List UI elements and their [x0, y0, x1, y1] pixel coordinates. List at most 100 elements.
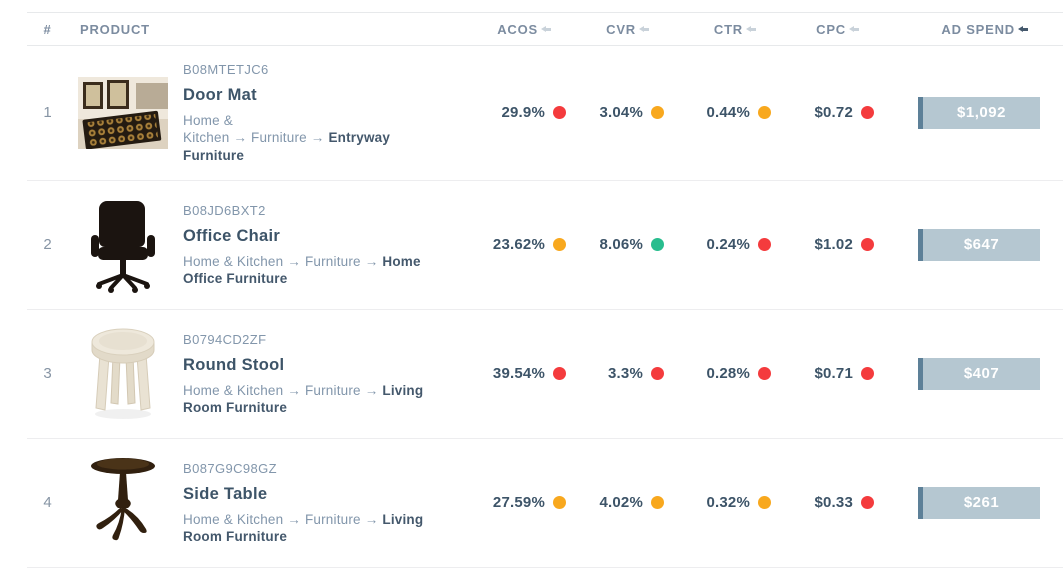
cvr-value: 3.3% — [608, 365, 643, 383]
ad-spend-bar: $407 — [918, 357, 1040, 390]
ad-spend-bar: $1,092 — [918, 96, 1040, 129]
sort-icon-cpc[interactable] — [849, 26, 859, 32]
col-header-cpc[interactable]: CPC — [773, 22, 876, 37]
cvr-value: 8.06% — [599, 236, 643, 254]
product-image[interactable] — [68, 326, 178, 422]
cpc-cell: $0.33 — [773, 494, 876, 511]
ad-spend-bar: $261 — [918, 486, 1040, 519]
product-breadcrumb: Home & Kitchen → Furniture → Living Room… — [183, 511, 425, 546]
ad-spend-bar: $647 — [918, 228, 1040, 261]
col-header-ctr[interactable]: CTR — [666, 22, 773, 37]
breadcrumb-path: Home & Kitchen → Furniture → — [183, 113, 325, 146]
product-image[interactable] — [68, 197, 178, 293]
ad-spend-value: $261 — [963, 494, 1000, 512]
cvr-value: 3.04% — [599, 104, 643, 122]
breadcrumb-last-category: Home Office Furniture — [183, 253, 421, 286]
product-asin: B087G9C98GZ — [183, 460, 278, 476]
ctr-cell: 0.44% — [666, 104, 773, 121]
cvr-value: 4.02% — [599, 494, 643, 512]
col-header-ad-spend[interactable]: AD SPEND — [876, 22, 1063, 37]
ctr-status-dot — [758, 238, 771, 252]
round-stool-photo — [91, 328, 155, 419]
product-breadcrumb: Home & Kitchen → Furniture → Entryway Fu… — [183, 112, 425, 164]
acos-value: 27.59% — [492, 494, 545, 512]
cpc-status-dot — [861, 238, 874, 252]
cpc-value: $0.33 — [814, 494, 853, 512]
cpc-status-dot — [861, 496, 874, 510]
ad-spend-value: $407 — [963, 365, 1000, 383]
product-name[interactable]: Round Stool — [183, 355, 285, 374]
row-number: 2 — [43, 236, 52, 254]
cpc-cell: $0.72 — [773, 104, 876, 121]
ad-spend-cell: $261 — [876, 486, 1063, 519]
side-table-photo — [91, 457, 155, 540]
product-name[interactable]: Side Table — [183, 484, 268, 503]
ctr-value: 0.28% — [706, 365, 750, 383]
cvr-cell: 3.04% — [568, 104, 666, 121]
acos-cell: 23.62% — [493, 236, 568, 253]
breadcrumb-path: Home & Kitchen → Furniture → — [183, 511, 383, 527]
cpc-cell: $1.02 — [773, 236, 876, 253]
row-number: 3 — [43, 365, 52, 383]
col-header-ctr-label: CTR — [713, 21, 743, 37]
acos-status-dot — [553, 367, 566, 381]
product-image[interactable] — [68, 76, 178, 149]
product-asin: B08MTETJC6 — [183, 62, 269, 77]
cvr-status-dot — [651, 496, 664, 510]
ctr-cell: 0.28% — [666, 365, 773, 382]
col-header-cpc-label: CPC — [816, 21, 846, 37]
office-chair-photo — [91, 200, 155, 293]
product-metrics-table: # PRODUCT ACOS CVR CTR CPC AD SPEND 1 — [27, 12, 1063, 568]
col-header-cvr[interactable]: CVR — [568, 22, 666, 37]
cpc-value: $1.02 — [814, 236, 853, 254]
product-breadcrumb: Home & Kitchen → Furniture → Living Room… — [183, 382, 425, 417]
table-row: 4 B087G9C98GZ Side Table Home & Kitchen … — [27, 439, 1063, 568]
ad-spend-cell: $647 — [876, 228, 1063, 261]
table-row: 3 B0794CD2ZF Round Stool Home & Kitchen … — [27, 310, 1063, 439]
acos-cell: 39.54% — [493, 365, 568, 382]
col-header-acos[interactable]: ACOS — [493, 22, 568, 37]
acos-status-dot — [553, 238, 566, 252]
breadcrumb-path: Home & Kitchen → Furniture → — [183, 253, 383, 269]
row-number: 4 — [43, 494, 52, 512]
col-header-acos-label: ACOS — [497, 21, 538, 37]
cvr-status-dot — [651, 238, 664, 252]
product-name[interactable]: Door Mat — [183, 86, 257, 104]
ctr-status-dot — [758, 496, 771, 510]
product-info: B0794CD2ZF Round Stool Home & Kitchen → … — [178, 332, 493, 417]
cvr-cell: 4.02% — [568, 494, 666, 511]
ad-spend-value: $647 — [963, 236, 1000, 254]
table-body: 1 B08MTETJC6 Door Mat Home & Kitchen → F… — [27, 46, 1063, 568]
table-row: 1 B08MTETJC6 Door Mat Home & Kitchen → F… — [27, 46, 1063, 181]
sort-icon-ad-spend[interactable] — [1018, 26, 1028, 32]
sort-icon-acos[interactable] — [541, 26, 551, 32]
cvr-cell: 8.06% — [568, 236, 666, 253]
sort-icon-ctr[interactable] — [746, 26, 756, 32]
product-image[interactable] — [68, 455, 178, 551]
product-asin: B0794CD2ZF — [183, 331, 267, 347]
cpc-value: $0.71 — [814, 365, 853, 383]
ctr-status-dot — [758, 367, 771, 381]
table-row: 2 B08JD6BXT2 Office Chair Home & Kitchen… — [27, 181, 1063, 310]
cpc-cell: $0.71 — [773, 365, 876, 382]
product-name[interactable]: Office Chair — [183, 226, 281, 245]
ctr-cell: 0.24% — [666, 236, 773, 253]
cpc-status-dot — [861, 106, 874, 120]
product-info: B08MTETJC6 Door Mat Home & Kitchen → Fur… — [178, 62, 493, 164]
acos-value: 23.62% — [492, 236, 545, 254]
breadcrumb-path: Home & Kitchen → Furniture → — [183, 382, 383, 398]
sort-icon-cvr[interactable] — [639, 26, 649, 32]
breadcrumb-last-category: Living Room Furniture — [183, 511, 424, 544]
ad-spend-cell: $407 — [876, 357, 1063, 390]
cpc-value: $0.72 — [814, 104, 853, 122]
acos-status-dot — [553, 496, 566, 510]
ad-spend-value: $1,092 — [957, 104, 1006, 122]
product-info: B08JD6BXT2 Office Chair Home & Kitchen →… — [178, 203, 493, 288]
cvr-status-dot — [651, 367, 664, 381]
ctr-cell: 0.32% — [666, 494, 773, 511]
breadcrumb-last-category: Living Room Furniture — [183, 382, 424, 415]
product-info: B087G9C98GZ Side Table Home & Kitchen → … — [178, 461, 493, 546]
door-mat-photo — [78, 76, 168, 149]
ctr-value: 0.24% — [706, 236, 750, 254]
col-header-ad-spend-label: AD SPEND — [941, 21, 1015, 37]
